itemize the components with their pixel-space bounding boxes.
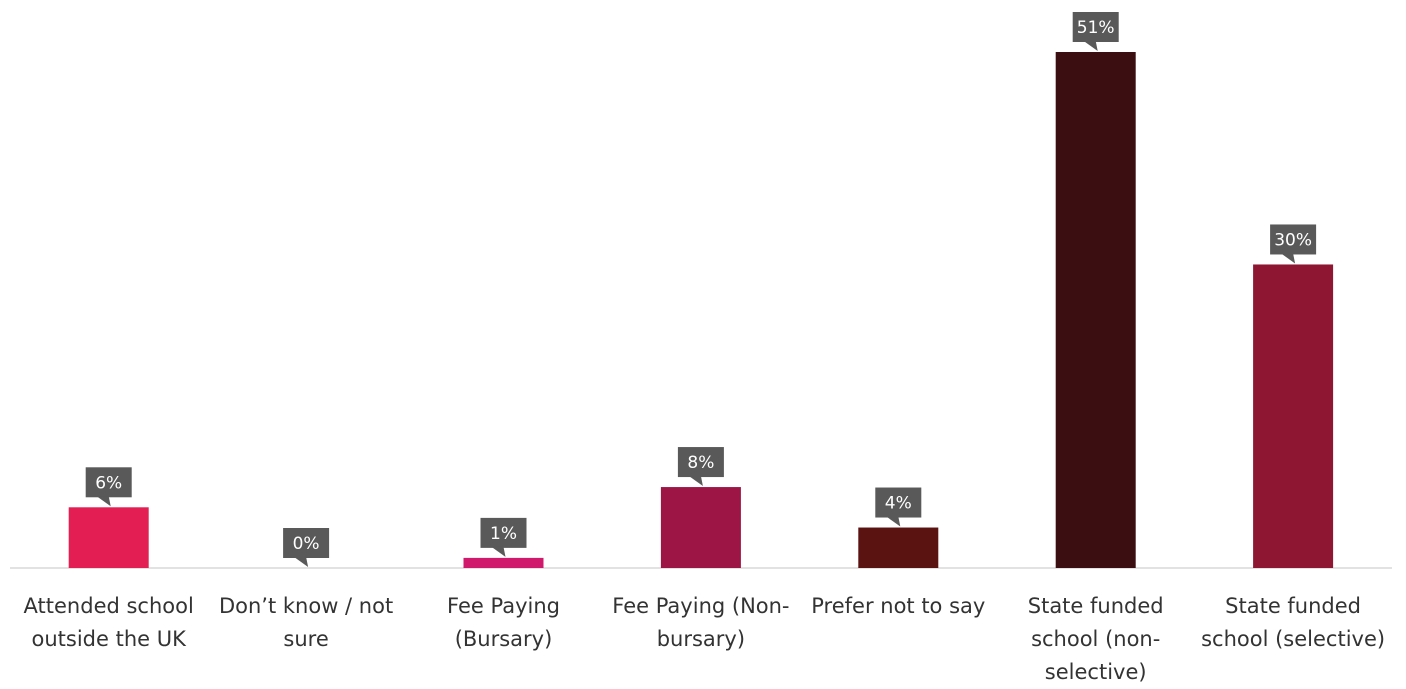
data-label-text: 1% [490,524,517,544]
category-label-6: State funded school (non- selective) [1027,594,1164,684]
category-label-5: Prefer not to say [811,594,986,618]
bar-5 [858,527,939,568]
bar-6 [1055,52,1136,568]
data-label-pointer [1281,253,1296,264]
data-label-4: 8% [677,447,724,487]
data-label-pointer [96,496,111,507]
data-label-text: 4% [885,494,912,514]
data-label-text: 0% [293,534,320,554]
bar-7 [1253,264,1334,568]
data-label-box [480,517,527,548]
data-label-text: 30% [1274,230,1312,250]
data-label-pointer [886,516,901,527]
data-label-7: 30% [1270,224,1317,264]
bar-3 [463,557,544,568]
category-label-1: Attended school outside the UK [23,594,194,651]
bar-4 [660,487,741,568]
data-label-5: 4% [875,487,922,527]
data-label-box [677,447,724,478]
data-label-box [875,487,922,518]
bar-1 [68,507,149,568]
data-label-6: 51% [1072,12,1119,51]
data-label-text: 8% [687,453,714,473]
data-label-pointer [294,557,309,567]
data-label-text: 6% [95,473,122,493]
category-label-2: Don’t know / not sure [218,594,394,651]
data-label-1: 6% [85,467,132,507]
data-label-box [1072,12,1119,42]
data-label-text: 51% [1077,18,1115,38]
category-label-4: Fee Paying (Non- bursary) [612,594,790,651]
data-label-pointer [491,546,506,557]
data-label-box [1270,224,1317,255]
data-label-2: 0% [283,528,330,567]
data-label-pointer [1083,41,1098,51]
data-label-pointer [688,476,703,487]
data-label-box [85,467,132,498]
category-label-3: Fee Paying (Bursary) [447,594,560,651]
data-label-3: 1% [480,517,527,557]
data-label-box [283,528,330,558]
category-label-7: State funded school (selective) [1201,594,1386,651]
